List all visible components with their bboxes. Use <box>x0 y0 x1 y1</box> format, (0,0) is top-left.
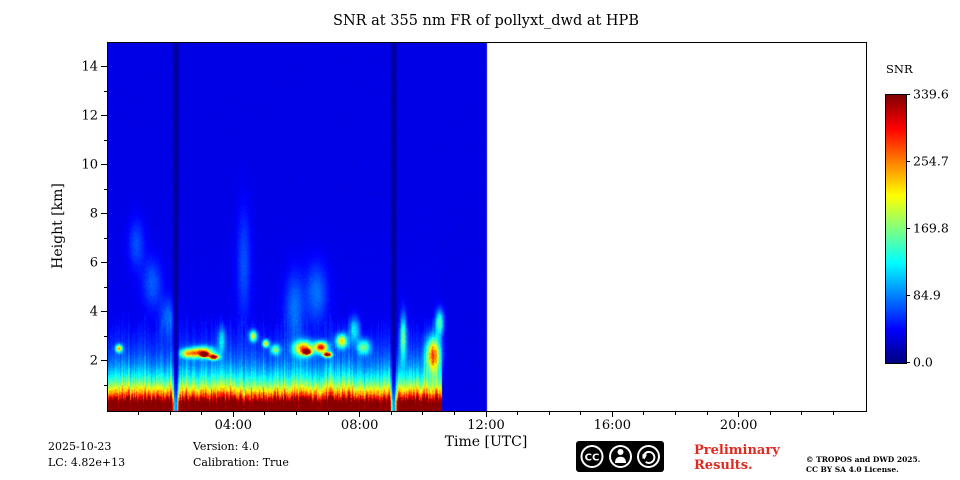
y-tick-major <box>101 262 107 264</box>
x-tick-label: 12:00 <box>467 418 505 433</box>
y-tick-minor <box>103 139 107 141</box>
colorbar-tick-label: 0.0 <box>913 354 933 370</box>
colorbar-tick-label: 169.8 <box>913 220 949 236</box>
x-tick-major <box>738 411 740 417</box>
colorbar-gradient <box>886 95 906 363</box>
x-tick-label: 16:00 <box>593 418 632 433</box>
colorbar-tick-label: 339.6 <box>913 86 949 102</box>
x-tick-minor <box>706 411 708 415</box>
date-label: 2025-10-23 <box>48 440 112 453</box>
by-person-icon <box>609 445 632 468</box>
lidar-constant-label: LC: 4.82e+13 <box>48 456 126 469</box>
x-tick-minor <box>422 411 424 415</box>
x-tick-minor <box>643 411 645 415</box>
x-tick-minor <box>327 411 329 415</box>
y-tick-label: 10 <box>81 157 98 173</box>
x-tick-minor <box>548 411 550 415</box>
y-tick-minor <box>103 90 107 92</box>
y-tick-major <box>101 360 107 362</box>
x-tick-minor <box>832 411 834 415</box>
colorbar-tick-mark <box>906 361 910 363</box>
x-tick-minor <box>580 411 582 415</box>
colorbar-tick-mark <box>906 93 910 95</box>
x-tick-minor <box>201 411 203 415</box>
colorbar-tick-mark <box>906 227 910 229</box>
y-tick-minor <box>103 286 107 288</box>
sa-arrow-icon <box>637 445 660 468</box>
y-tick-minor <box>103 335 107 337</box>
colorbar-tick-label: 84.9 <box>913 287 941 303</box>
x-axis-label: Time [UTC] <box>444 434 528 450</box>
y-tick-label: 8 <box>89 206 98 222</box>
x-tick-minor <box>801 411 803 415</box>
plot-title: SNR at 355 nm FR of pollyxt_dwd at HPB <box>333 13 639 29</box>
x-tick-minor <box>264 411 266 415</box>
colorbar-tick-mark <box>906 160 910 162</box>
x-tick-minor <box>390 411 392 415</box>
x-tick-major <box>485 411 487 417</box>
calibration-label: Calibration: True <box>193 456 289 469</box>
x-tick-major <box>232 411 234 417</box>
cc-icon-text: CC <box>585 453 600 464</box>
y-tick-major <box>101 115 107 117</box>
snr-heatmap <box>108 43 866 411</box>
x-tick-minor <box>169 411 171 415</box>
version-label: Version: 4.0 <box>193 440 260 453</box>
y-tick-major <box>101 311 107 313</box>
colorbar <box>885 94 907 364</box>
y-tick-label: 2 <box>89 353 98 369</box>
x-tick-major <box>611 411 613 417</box>
x-tick-label: 20:00 <box>719 418 758 433</box>
y-tick-major <box>101 164 107 166</box>
y-tick-label: 4 <box>89 304 98 320</box>
colorbar-tick-label: 254.7 <box>913 153 949 169</box>
y-tick-label: 6 <box>89 255 98 271</box>
y-tick-minor <box>103 188 107 190</box>
y-tick-minor <box>103 237 107 239</box>
x-tick-minor <box>675 411 676 415</box>
copyright-label: © TROPOS and DWD 2025. CC BY SA 4.0 Lice… <box>806 455 921 474</box>
colorbar-label: SNR <box>886 62 913 76</box>
y-tick-major <box>101 66 107 68</box>
y-tick-label: 12 <box>81 108 98 124</box>
x-tick-minor <box>296 411 297 415</box>
x-tick-minor <box>453 411 455 415</box>
x-tick-minor <box>769 411 771 415</box>
x-tick-minor <box>138 411 140 415</box>
x-tick-minor <box>517 411 519 415</box>
preliminary-results-label: Preliminary Results. <box>694 443 780 473</box>
y-tick-major <box>101 213 107 215</box>
cc-icon <box>580 445 604 468</box>
plot-area <box>107 42 867 412</box>
x-tick-label: 08:00 <box>340 418 379 433</box>
x-tick-major <box>359 411 361 417</box>
cc-by-sa-badge[interactable]: CC <box>576 441 664 472</box>
y-tick-label: 14 <box>81 59 98 75</box>
x-tick-label: 04:00 <box>214 418 253 433</box>
y-tick-minor <box>103 384 107 386</box>
colorbar-tick-mark <box>906 294 910 296</box>
